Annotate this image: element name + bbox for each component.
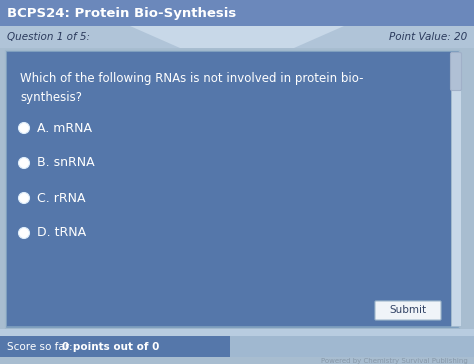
Text: C. rRNA: C. rRNA <box>37 191 85 205</box>
Text: BCPS24: Protein Bio-Synthesis: BCPS24: Protein Bio-Synthesis <box>7 7 236 20</box>
Circle shape <box>18 228 29 238</box>
FancyBboxPatch shape <box>0 26 474 48</box>
Circle shape <box>18 158 29 169</box>
FancyBboxPatch shape <box>451 52 461 326</box>
FancyBboxPatch shape <box>5 50 459 328</box>
FancyBboxPatch shape <box>0 329 474 336</box>
FancyBboxPatch shape <box>0 0 474 26</box>
Text: Score so far:: Score so far: <box>7 342 76 352</box>
Text: 0 points out of 0: 0 points out of 0 <box>62 342 159 352</box>
Polygon shape <box>130 26 344 48</box>
Text: B. snRNA: B. snRNA <box>37 157 95 170</box>
FancyBboxPatch shape <box>230 336 474 357</box>
Text: Point Value: 20: Point Value: 20 <box>389 32 467 42</box>
Text: D. tRNA: D. tRNA <box>37 226 86 240</box>
Circle shape <box>18 123 29 134</box>
FancyBboxPatch shape <box>375 301 441 320</box>
FancyBboxPatch shape <box>7 52 451 326</box>
Text: Submit: Submit <box>390 305 427 315</box>
FancyBboxPatch shape <box>450 52 462 91</box>
Text: A. mRNA: A. mRNA <box>37 122 92 135</box>
Text: Powered by Chemistry Survival Publishing: Powered by Chemistry Survival Publishing <box>321 358 468 364</box>
Text: Question 1 of 5:: Question 1 of 5: <box>7 32 90 42</box>
Circle shape <box>18 193 29 203</box>
Text: Which of the following RNAs is not involved in protein bio-
synthesis?: Which of the following RNAs is not invol… <box>20 72 364 104</box>
FancyBboxPatch shape <box>0 357 474 364</box>
FancyBboxPatch shape <box>0 336 230 357</box>
